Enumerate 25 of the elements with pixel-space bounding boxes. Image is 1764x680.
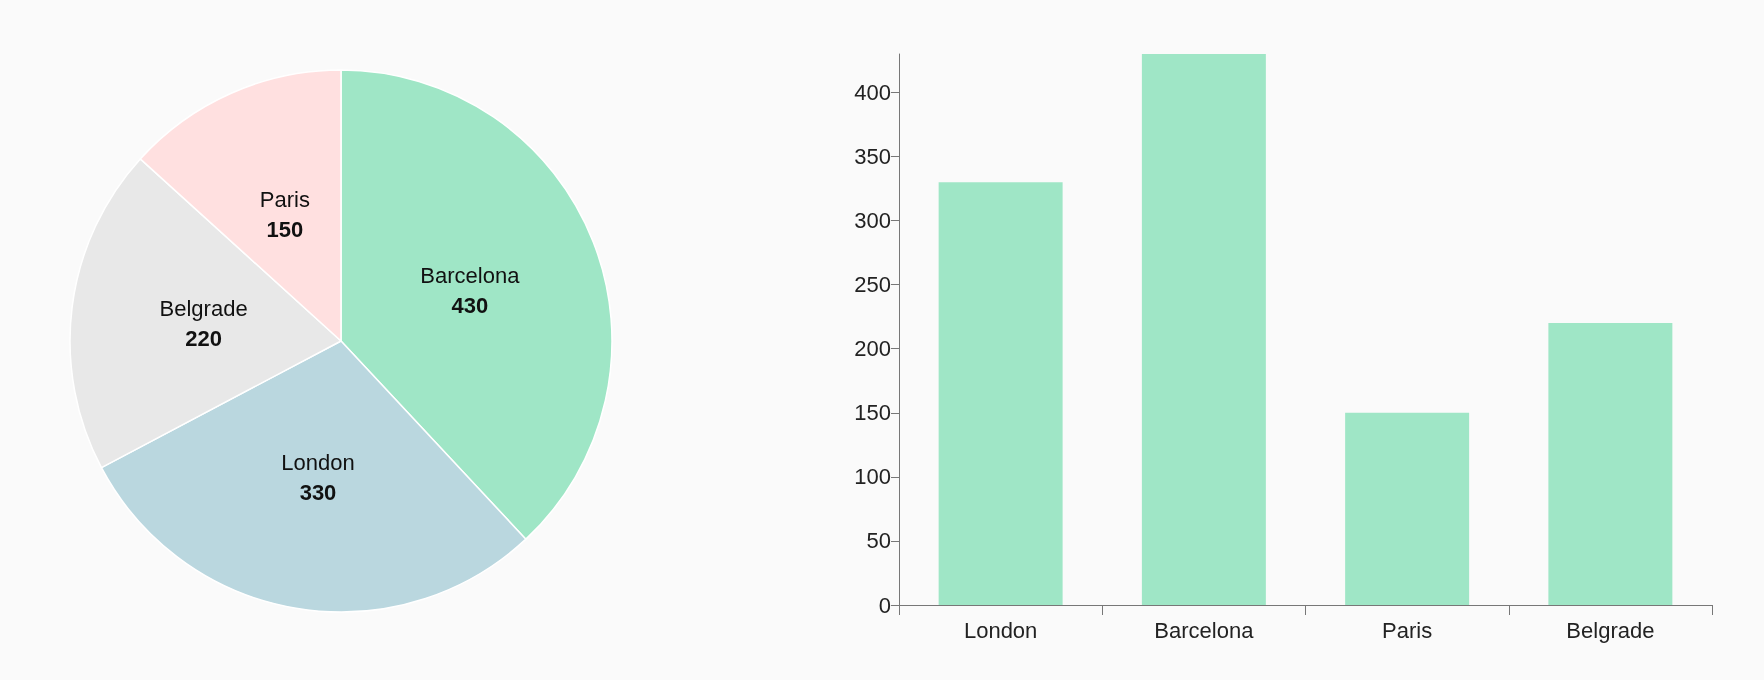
slice-label: Barcelona	[420, 262, 521, 288]
y-tick-label: 350	[854, 144, 891, 170]
y-tick-label: 250	[854, 272, 891, 298]
data-label: 330	[299, 480, 337, 506]
y-tick-label: 0	[878, 592, 891, 618]
data-label: 150	[266, 216, 304, 242]
y-tick-label: 300	[854, 208, 891, 234]
x-tick-label: Barcelona	[1154, 617, 1255, 643]
y-tick-label: 100	[854, 464, 891, 490]
slice-label: London	[281, 450, 355, 476]
slice-label: Belgrade	[159, 296, 248, 322]
bar	[1345, 412, 1470, 605]
y-tick-label: 150	[854, 400, 891, 426]
bar	[1141, 54, 1266, 605]
bar	[938, 182, 1063, 605]
bar	[1548, 323, 1673, 605]
x-tick-label: London	[963, 617, 1038, 643]
y-tick-label: 400	[854, 79, 891, 105]
y-tick-label: 200	[854, 336, 891, 362]
y-tick-label: 50	[866, 528, 891, 554]
x-tick-label: Belgrade	[1566, 617, 1655, 643]
slice-label: Paris	[259, 186, 310, 212]
x-tick-label: Paris	[1382, 617, 1433, 643]
data-label: 430	[451, 292, 489, 318]
data-label: 220	[185, 326, 222, 352]
